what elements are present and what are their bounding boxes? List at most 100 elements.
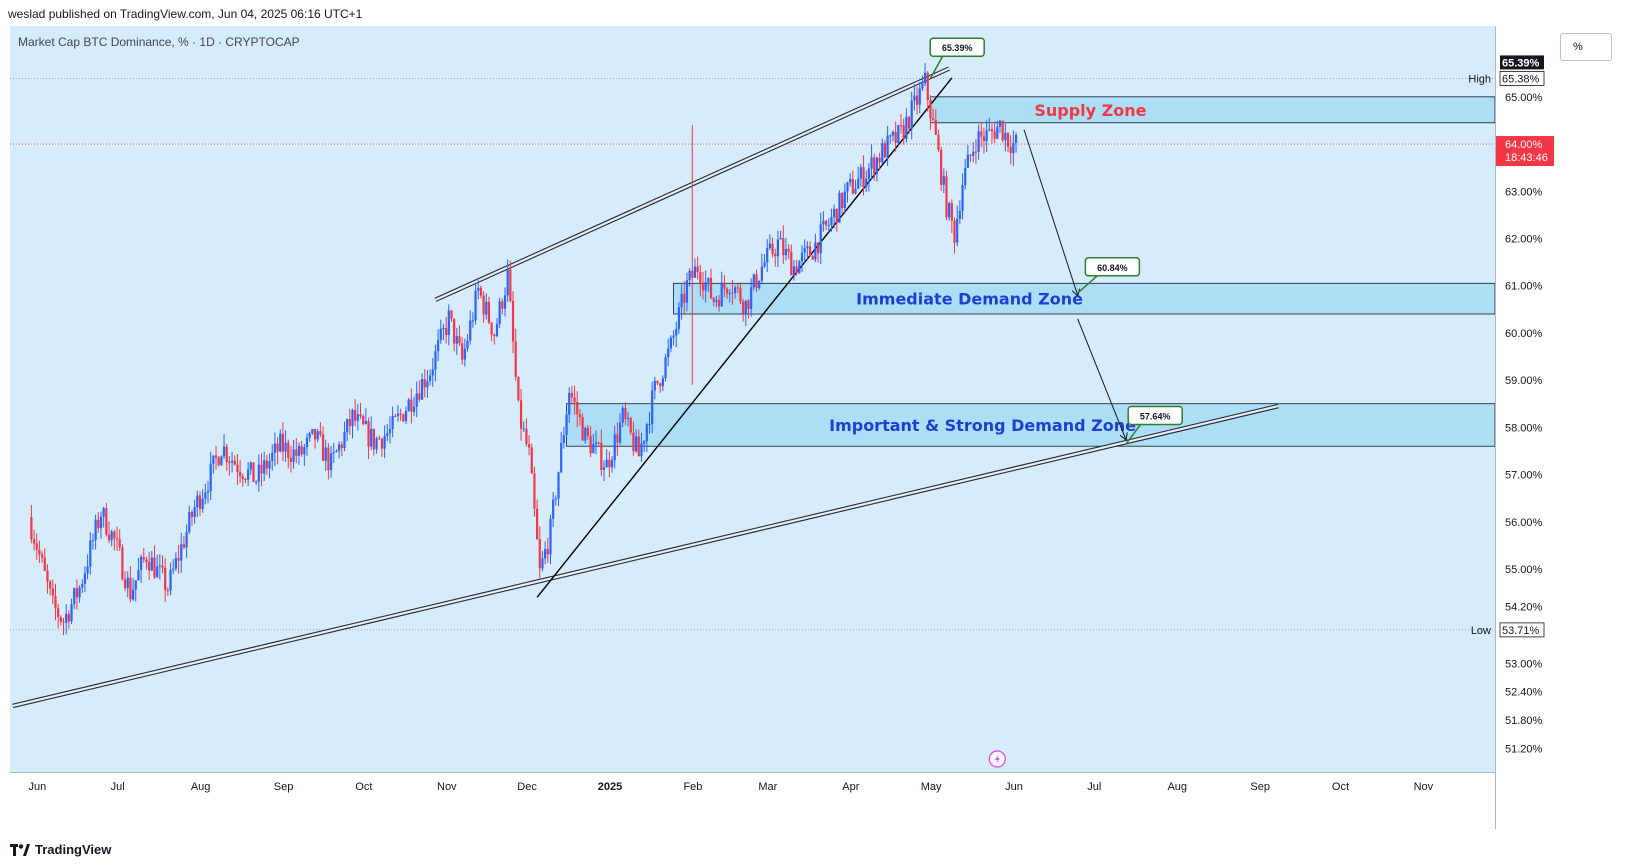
candle[interactable] [201, 489, 204, 513]
candle[interactable] [675, 321, 678, 348]
zone-box-1[interactable] [673, 282, 1496, 315]
candle[interactable] [134, 580, 137, 602]
candle[interactable] [527, 435, 531, 456]
candle[interactable] [811, 254, 814, 260]
candle[interactable] [712, 296, 715, 307]
candle[interactable] [755, 269, 758, 293]
candle[interactable] [131, 577, 135, 601]
candle[interactable] [148, 551, 151, 580]
candle[interactable] [30, 504, 33, 544]
candle[interactable] [787, 244, 790, 260]
candle[interactable] [846, 181, 849, 203]
candle[interactable] [150, 550, 153, 571]
candle[interactable] [538, 526, 541, 580]
candle[interactable] [407, 397, 410, 412]
candle[interactable] [707, 277, 710, 293]
candle[interactable] [546, 537, 549, 563]
candle[interactable] [685, 272, 689, 312]
candle[interactable] [206, 480, 210, 504]
candle[interactable] [81, 579, 84, 594]
candle[interactable] [415, 381, 418, 418]
candle[interactable] [354, 399, 357, 427]
candle[interactable] [346, 418, 349, 442]
candle[interactable] [918, 81, 921, 114]
candle[interactable] [469, 310, 472, 345]
candle[interactable] [771, 237, 774, 258]
candle[interactable] [1014, 132, 1018, 153]
candle[interactable] [752, 273, 755, 291]
candle[interactable] [51, 579, 54, 605]
candle[interactable] [958, 200, 961, 225]
candle[interactable] [370, 416, 373, 451]
candle[interactable] [99, 511, 103, 539]
candle[interactable] [814, 233, 817, 263]
candle[interactable] [391, 406, 394, 438]
candle[interactable] [477, 280, 480, 300]
candle[interactable] [857, 166, 860, 189]
candle[interactable] [287, 439, 290, 469]
candle[interactable] [915, 86, 919, 115]
price-chart[interactable]: Supply Zone Immediate Demand Zone Importan… [10, 26, 1618, 829]
candle[interactable] [996, 120, 999, 140]
candle[interactable] [565, 410, 568, 437]
candle[interactable] [522, 421, 525, 432]
candle[interactable] [584, 426, 587, 444]
candle[interactable] [731, 279, 734, 305]
candle[interactable] [717, 294, 721, 312]
candle[interactable] [910, 91, 913, 140]
candle[interactable] [43, 548, 46, 572]
candle[interactable] [672, 330, 675, 346]
candle[interactable] [616, 422, 619, 456]
candle[interactable] [94, 514, 97, 550]
candle[interactable] [835, 208, 838, 232]
candle[interactable] [110, 529, 113, 547]
candle[interactable] [680, 284, 683, 320]
candle[interactable] [851, 170, 854, 195]
candle[interactable] [784, 237, 788, 261]
candle[interactable] [517, 376, 520, 402]
candle[interactable] [865, 170, 868, 192]
candle[interactable] [883, 140, 887, 158]
candle[interactable] [656, 380, 659, 385]
candle[interactable] [552, 492, 555, 528]
candle[interactable] [940, 146, 943, 191]
candle[interactable] [742, 298, 745, 322]
candle[interactable] [303, 443, 306, 467]
candle[interactable] [830, 208, 833, 232]
candle[interactable] [284, 430, 287, 463]
candle[interactable] [557, 471, 560, 507]
candle[interactable] [725, 287, 729, 299]
candle[interactable] [578, 408, 582, 426]
candle[interactable] [265, 455, 268, 476]
candle[interactable] [252, 462, 255, 483]
candle[interactable] [1012, 130, 1015, 166]
candle[interactable] [321, 426, 325, 462]
candle[interactable] [878, 152, 881, 171]
candle[interactable] [313, 428, 317, 449]
candle[interactable] [458, 325, 461, 346]
candle[interactable] [1006, 132, 1010, 153]
candle[interactable] [396, 405, 400, 422]
candle[interactable] [402, 413, 405, 423]
candle[interactable] [493, 333, 496, 345]
candle[interactable] [966, 145, 969, 168]
candle[interactable] [873, 153, 876, 181]
candle[interactable] [54, 583, 57, 621]
candle[interactable] [736, 283, 739, 294]
candle[interactable] [1009, 135, 1012, 165]
candle[interactable] [921, 75, 924, 91]
candle[interactable] [324, 439, 327, 471]
candle[interactable] [209, 451, 212, 501]
candle[interactable] [177, 544, 180, 574]
candle[interactable] [67, 610, 70, 629]
candle[interactable] [428, 369, 432, 386]
candle[interactable] [990, 123, 994, 144]
candle[interactable] [113, 529, 116, 551]
candle[interactable] [70, 598, 73, 624]
plot-area[interactable] [10, 26, 1495, 772]
candle[interactable] [214, 445, 218, 470]
candle[interactable] [212, 455, 215, 474]
candle[interactable] [501, 298, 504, 315]
candle[interactable] [281, 422, 285, 462]
candle[interactable] [747, 299, 750, 319]
